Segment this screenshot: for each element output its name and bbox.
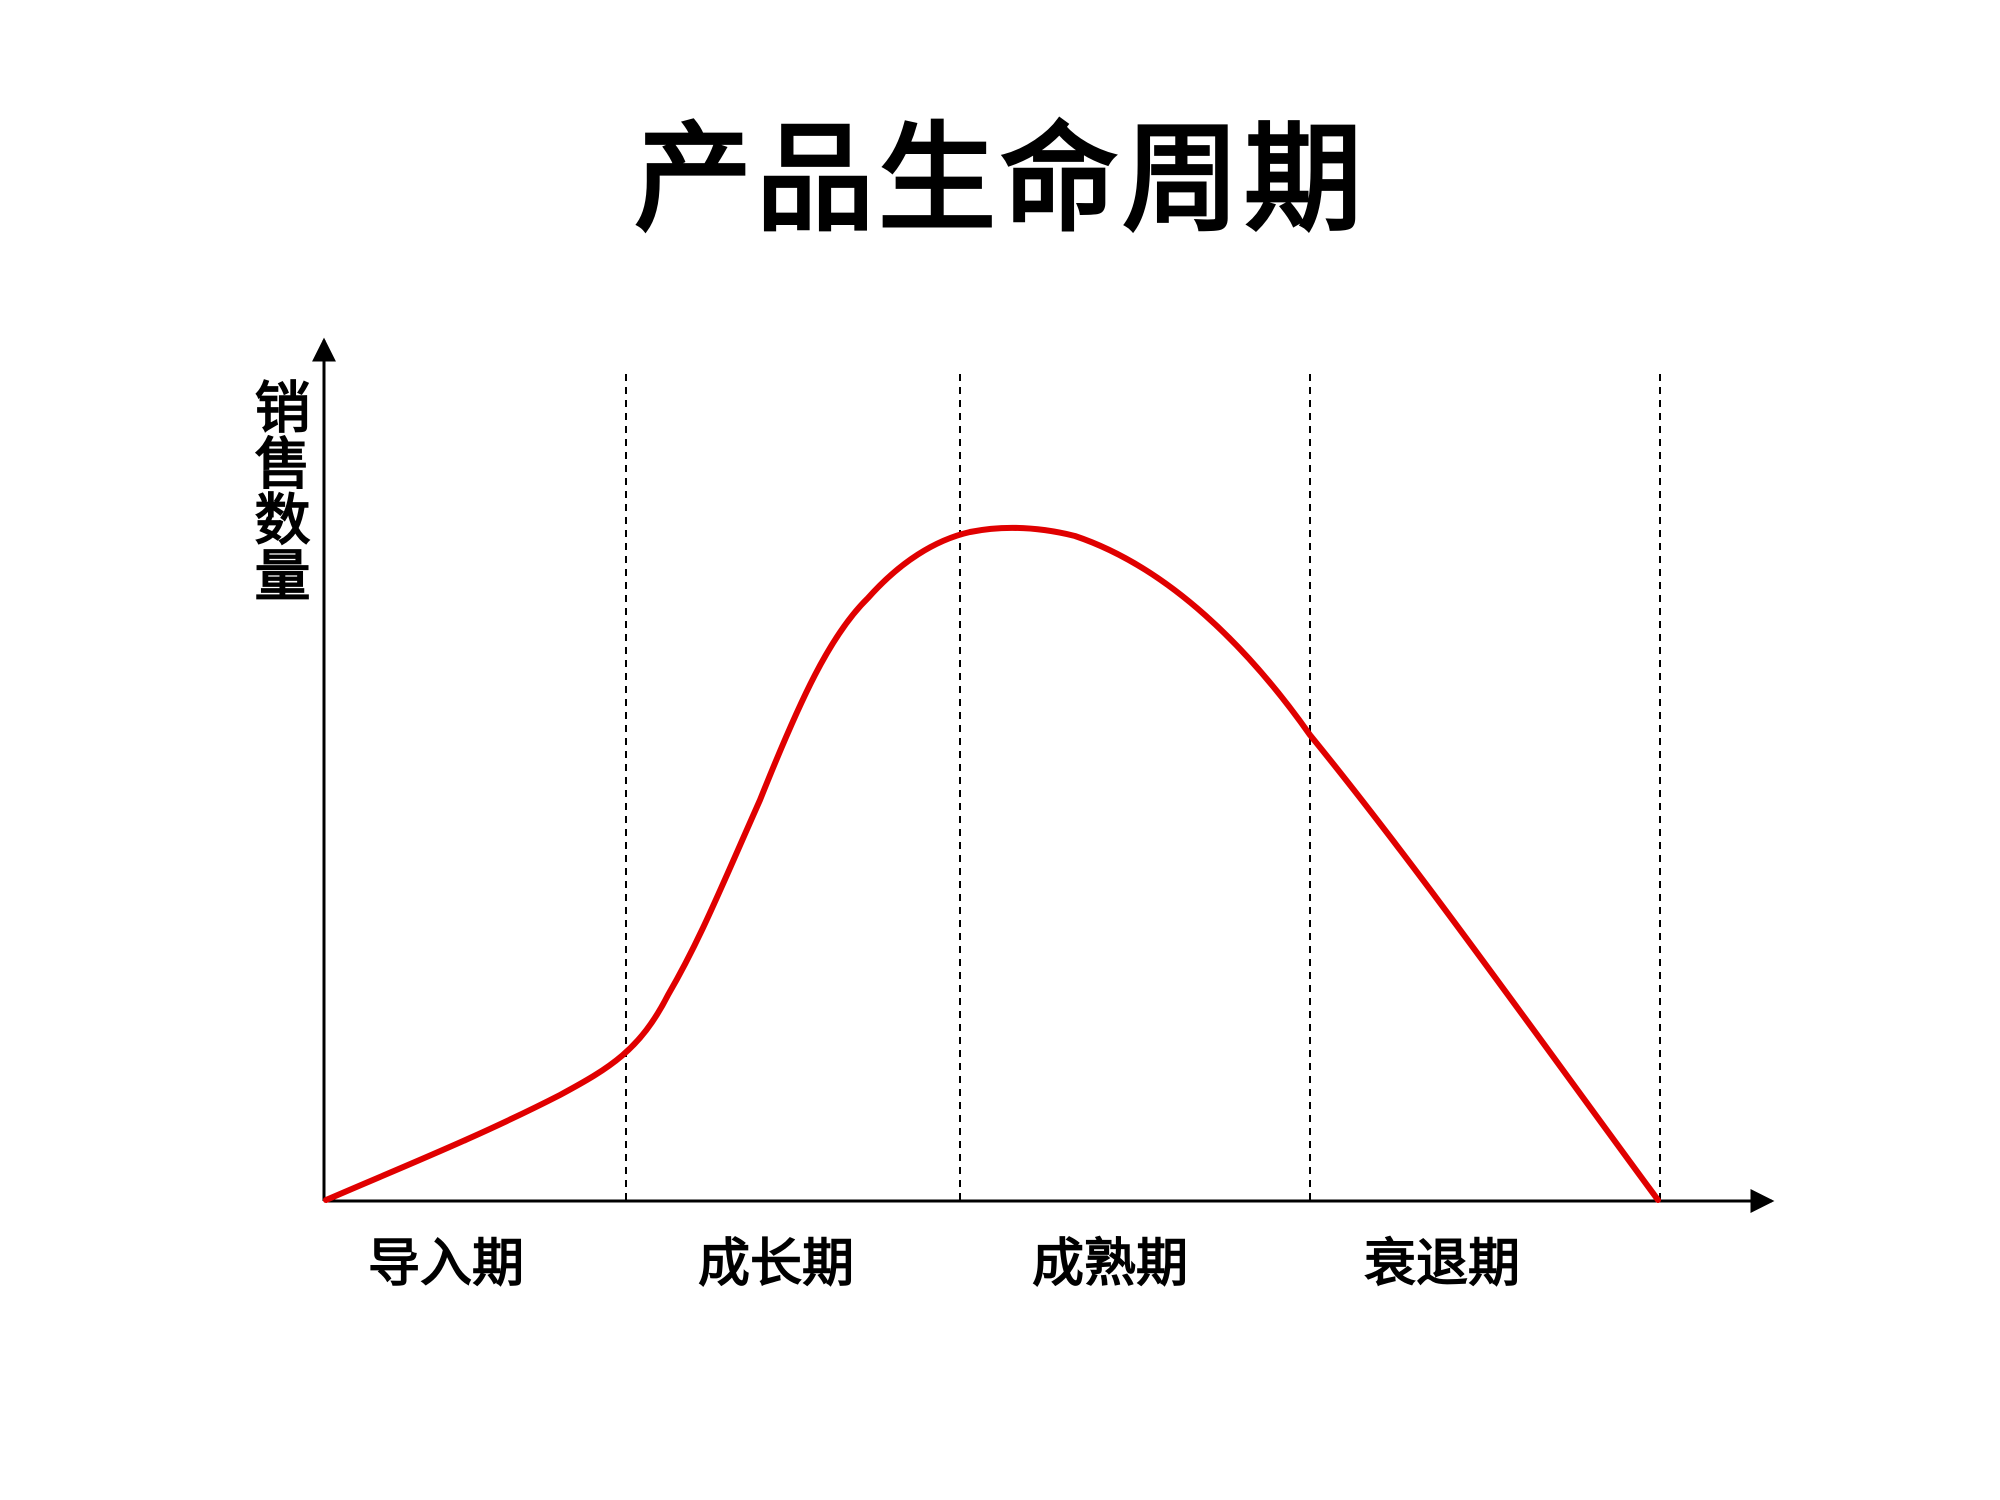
page-title: 产品生命周期 [633,109,1366,248]
y-axis-label: 销售数量 [245,378,310,602]
lifecycle-curve [323,524,1661,1203]
stage-label-maturity: 成熟期 [1031,1234,1188,1294]
stage-label-introduction: 导入期 [367,1234,524,1294]
stage-label-decline: 衰退期 [1363,1234,1520,1294]
stage-label-growth: 成长期 [697,1234,854,1294]
